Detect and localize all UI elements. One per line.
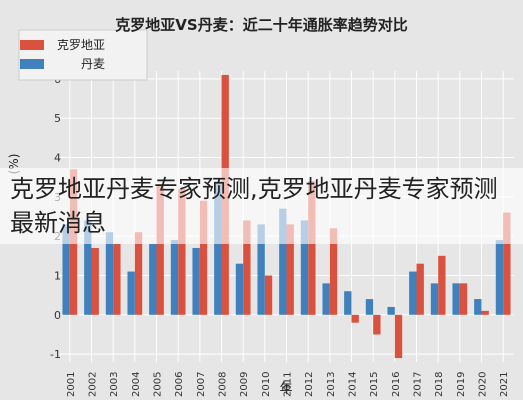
legend-label-croatia: 克罗地亚: [57, 38, 105, 52]
bar-croatia-2004: [134, 232, 143, 315]
legend-box: [18, 29, 148, 81]
overlay-caption-text: 克罗地亚丹麦专家预测,克罗地亚丹麦专家预测最新消息: [10, 175, 498, 237]
y-tick-label: 0: [54, 309, 61, 322]
y-tick-label: 1: [54, 269, 61, 282]
bar-denmark-2004: [127, 271, 135, 315]
bar-croatia-2007: [199, 200, 208, 315]
x-tick-label: 2021: [499, 372, 510, 397]
x-tick-label: 2010: [261, 372, 272, 397]
legend-label-denmark: 丹麦: [81, 57, 105, 71]
x-tick-label: 2015: [369, 372, 380, 397]
bar-denmark-2018: [430, 283, 439, 315]
bar-denmark-2015: [365, 299, 374, 315]
bar-croatia-2010: [264, 275, 273, 315]
bar-croatia-2017: [416, 263, 424, 315]
x-tick-label: 2012: [304, 372, 315, 397]
x-tick-label: 2001: [66, 372, 77, 397]
x-axis-label: 年: [279, 382, 292, 397]
x-tick-label: 2017: [413, 372, 424, 397]
bar-croatia-2021: [503, 212, 511, 315]
y-tick-label: 4: [54, 152, 61, 165]
bar-croatia-2012: [308, 181, 316, 315]
tick-layer: -101234562021202020192018201720162015201…: [50, 73, 510, 397]
bar-croatia-2016: [394, 314, 403, 359]
x-tick-label: 2014: [348, 372, 359, 397]
overlay-caption-banner: 克罗地亚丹麦专家预测,克罗地亚丹麦专家预测最新消息: [0, 168, 523, 244]
bar-denmark-2021: [495, 240, 504, 315]
bar-croatia-2013: [329, 228, 338, 315]
chart-title: 克罗地亚VS丹麦：近二十年通胀率趋势对比: [115, 16, 407, 34]
bar-denmark-2005: [149, 244, 157, 315]
x-tick-label: 2004: [131, 372, 142, 397]
bar-denmark-2016: [387, 306, 395, 315]
bar-denmark-2012: [300, 220, 309, 315]
bar-denmark-2017: [409, 271, 417, 315]
bar-denmark-2006: [170, 240, 179, 315]
y-tick-label: 5: [54, 112, 61, 125]
bar-croatia-2014: [351, 314, 359, 323]
bar-croatia-2019: [459, 283, 468, 315]
bar-croatia-2011: [286, 224, 294, 315]
bar-croatia-2006: [178, 188, 186, 315]
y-tick-label: -1: [50, 348, 61, 361]
bar-denmark-2014: [344, 291, 352, 315]
legend-swatch-denmark: [20, 59, 44, 69]
bar-croatia-2002: [91, 247, 99, 315]
bar-denmark-2019: [452, 283, 460, 315]
bar-denmark-2002: [84, 220, 92, 315]
x-tick-label: 2006: [174, 372, 185, 397]
bar-denmark-2009: [235, 263, 244, 315]
x-tick-label: 2013: [326, 372, 337, 397]
legend: 克罗地亚 丹麦: [18, 29, 148, 81]
x-tick-label: 2011: [283, 372, 294, 397]
bar-denmark-2013: [322, 283, 330, 315]
x-tick-label: 2009: [239, 372, 250, 397]
x-tick-label: 2016: [391, 372, 402, 397]
legend-swatch-croatia: [20, 40, 44, 50]
bar-denmark-2008: [214, 181, 222, 315]
x-tick-label: 2008: [218, 372, 229, 397]
x-tick-label: 2003: [109, 372, 120, 397]
x-tick-label: 2019: [456, 372, 467, 397]
bar-croatia-2003: [113, 244, 121, 315]
bar-denmark-2001: [62, 224, 70, 315]
x-tick-label: 2020: [478, 372, 489, 397]
bar-denmark-2003: [105, 232, 114, 315]
x-tick-label: 2018: [434, 372, 445, 397]
x-tick-label: 2005: [153, 372, 164, 397]
bar-croatia-2020: [481, 310, 489, 315]
bar-denmark-2011: [279, 208, 287, 315]
bar-denmark-2010: [257, 224, 265, 315]
bar-croatia-2009: [243, 220, 251, 315]
bar-croatia-2015: [373, 314, 381, 335]
bar-croatia-2018: [438, 255, 446, 315]
bar-croatia-2005: [156, 185, 164, 315]
bar-denmark-2007: [192, 247, 200, 315]
bar-denmark-2020: [474, 299, 482, 315]
x-tick-label: 2002: [88, 372, 99, 397]
x-tick-label: 2007: [196, 372, 207, 397]
